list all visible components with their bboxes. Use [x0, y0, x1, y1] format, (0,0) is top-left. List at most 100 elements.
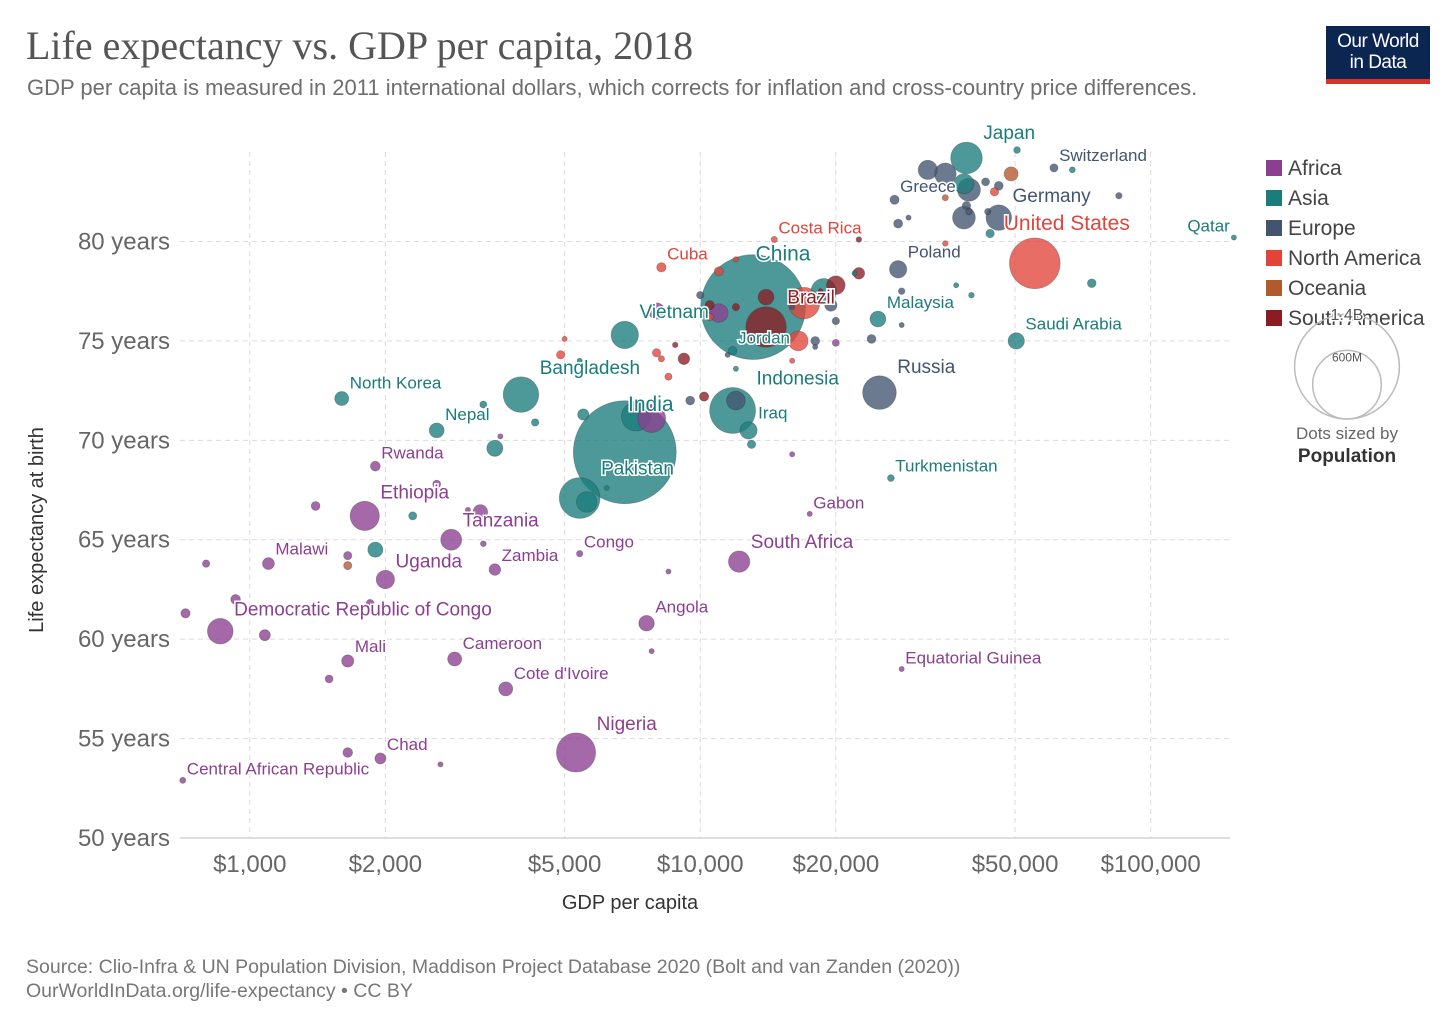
point-label: Russia [897, 357, 956, 378]
data-point [713, 266, 724, 277]
point-label: Jordan [738, 328, 790, 347]
data-point [334, 391, 350, 406]
data-point [953, 173, 975, 195]
data-point [502, 376, 540, 413]
data-point [981, 177, 990, 187]
size-legend: 1.4B 600M Dots sized by Population [1293, 306, 1401, 467]
legend: Africa Asia Europe North America Oceania Sout… [1266, 157, 1425, 330]
point-label: Cote d'Ivoire [514, 664, 609, 683]
y-tick-label: 55 years [78, 726, 170, 753]
data-point [262, 557, 275, 570]
point-label: Nepal [445, 405, 489, 424]
y-tick-label: 75 years [78, 328, 170, 355]
y-tick-label: 60 years [78, 626, 170, 653]
data-point [561, 335, 568, 342]
data-point [732, 365, 739, 372]
data-point [230, 594, 241, 605]
data-point [531, 418, 540, 427]
data-point [472, 504, 489, 520]
x-tick-label: $50,000 [972, 851, 1059, 878]
data-point [965, 207, 973, 216]
data-point [488, 563, 502, 576]
data-point [374, 752, 387, 765]
source-note: Source: Clio-Infra & UN Population Divis… [26, 956, 961, 978]
data-point [732, 256, 739, 263]
data-point [831, 338, 840, 347]
data-point [728, 550, 751, 573]
legend-label: Asia [1288, 187, 1329, 210]
data-point [1230, 234, 1237, 241]
data-point [651, 348, 662, 358]
data-point [432, 479, 442, 489]
data-point [770, 235, 778, 244]
data-point [745, 306, 787, 348]
data-point [1049, 163, 1059, 173]
data-point [985, 204, 1012, 231]
point-label: China [756, 243, 811, 266]
point-label: Malawi [275, 540, 328, 559]
data-point [342, 747, 353, 758]
point-label: Tanzania [463, 510, 539, 531]
legend-swatch [1266, 310, 1282, 326]
point-label: Indonesia [757, 369, 840, 390]
data-point [950, 141, 983, 175]
x-axis-label: GDP per capita [562, 892, 699, 914]
data-point [905, 214, 912, 221]
point-label: Nigeria [597, 714, 658, 735]
data-point [968, 291, 975, 299]
data-point [869, 310, 887, 328]
data-point [656, 262, 667, 273]
data-point [440, 528, 463, 551]
data-point [672, 341, 679, 349]
data-point [709, 303, 729, 323]
data-point [657, 355, 665, 363]
point-label: Ethiopia [380, 482, 449, 503]
data-point [343, 561, 353, 571]
data-point [677, 352, 691, 365]
point-label: Turkmenistan [895, 457, 997, 476]
logo-line-2: in Data [1349, 52, 1407, 73]
x-tick-label: $20,000 [792, 851, 879, 878]
data-point [826, 275, 846, 295]
point-label: Greece [900, 177, 956, 196]
point-label: Democratic Republic of Congo [234, 599, 492, 620]
data-point [637, 404, 667, 433]
data-point [789, 357, 796, 364]
chart-subtitle: GDP per capita is measured in 2011 inter… [27, 75, 1198, 100]
point-label: Gabon [813, 493, 864, 512]
point-label: Switzerland [1059, 146, 1147, 165]
legend-label: South America [1288, 307, 1425, 330]
data-point [577, 408, 590, 421]
x-tick-label: $100,000 [1101, 851, 1201, 878]
data-point [648, 648, 655, 655]
data-point [851, 270, 858, 277]
point-label: South Africa [751, 532, 854, 553]
data-point [993, 180, 1004, 191]
point-label: Uganda [396, 551, 463, 572]
x-tick-label: $10,000 [657, 851, 744, 878]
point-label: Costa Rica [778, 218, 862, 237]
data-point [180, 608, 191, 619]
point-label: Chad [387, 735, 428, 754]
legend-swatch [1266, 160, 1282, 176]
point-label: Cameroon [463, 634, 542, 653]
data-point [349, 500, 380, 531]
data-point [343, 551, 353, 561]
legend-swatch [1266, 250, 1282, 266]
data-point [866, 334, 877, 344]
y-tick-label: 80 years [78, 228, 170, 255]
legend-label: Europe [1288, 217, 1356, 240]
point-label: Congo [584, 532, 634, 551]
data-point [985, 228, 995, 239]
data-point [486, 439, 504, 457]
data-point [1087, 278, 1097, 288]
size-legend-circle-mid [1311, 349, 1383, 420]
data-point [897, 287, 906, 295]
data-point [179, 776, 187, 784]
data-point [610, 320, 639, 350]
data-point [831, 316, 840, 326]
point-label: Iraq [758, 404, 787, 423]
license-note: OurWorldInData.org/life-expectancy • CC … [26, 980, 413, 1002]
owid-logo[interactable]: Our World in Data [1326, 26, 1430, 84]
